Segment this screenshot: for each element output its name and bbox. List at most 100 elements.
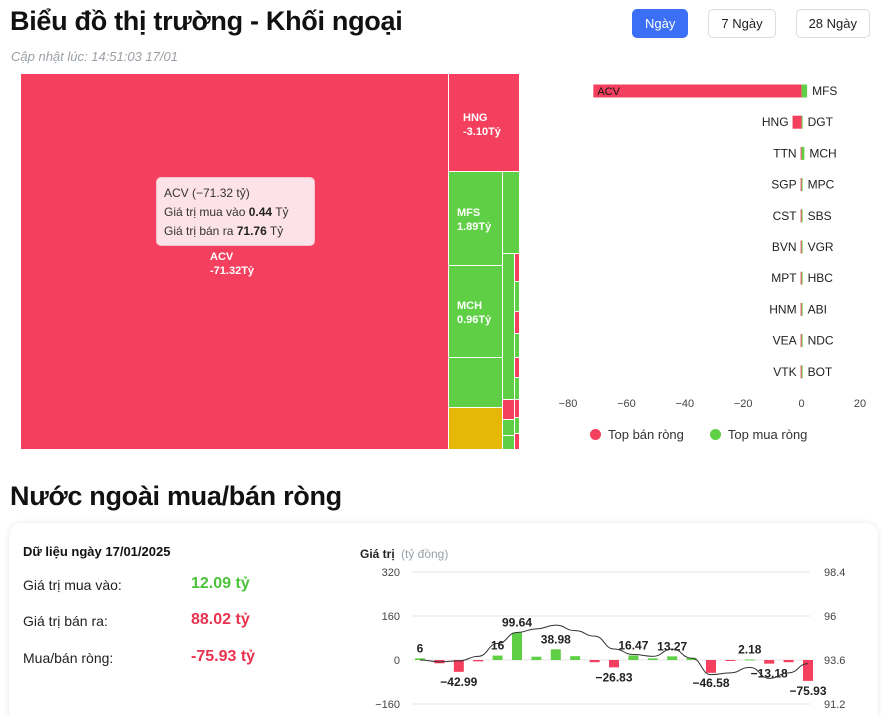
treemap-tile[interactable] [515,378,520,400]
legend-item-sell[interactable]: Top bán ròng [590,427,684,442]
sell-bar[interactable] [800,271,802,285]
flow-bar[interactable] [647,658,658,660]
tile-label-acv: ACV -71.32Tỷ [210,250,254,278]
x-tick-label: 20 [854,398,866,410]
flow-bar[interactable] [589,660,600,663]
flow-bar-label: −26.83 [595,670,632,684]
sell-bar[interactable] [800,240,802,254]
flow-bar[interactable] [473,660,484,662]
net-flow-card: Dữ liệu ngày 17/01/2025 Giá trị mua vào:… [9,523,878,716]
flow-bar-label: 2.18 [738,642,762,656]
flow-bar[interactable] [764,660,775,664]
treemap-tile[interactable] [515,418,520,434]
buy-bar[interactable] [801,84,808,98]
treemap-tile[interactable] [515,400,520,418]
sell-bar[interactable] [800,146,802,160]
tab-day[interactable]: Ngày [632,9,689,38]
buy-bar[interactable] [801,240,803,254]
tile-value: -3.10Tỷ [463,126,501,138]
y-left-tick-label: 160 [382,611,400,623]
treemap-tile-mfs[interactable] [449,172,503,266]
flow-bar-label: −13.18 [751,667,788,681]
flow-chart-title: Giá trị [360,547,395,561]
treemap-tile[interactable] [503,172,520,254]
sell-bar[interactable] [800,334,802,348]
sell-label: Giá trị bán ra: [23,613,108,629]
y-right-tick-label: 91.2 [824,699,845,711]
flow-bar[interactable] [686,657,697,660]
tooltip-sell: Giá trị bán ra 71.76 Tỷ [164,222,307,241]
flow-bar[interactable] [570,656,581,660]
buy-bar[interactable] [801,334,803,348]
buy-bar[interactable] [801,302,803,316]
treemap-tile-acv[interactable] [21,74,449,450]
sell-bar-ticker: HNM [769,302,796,316]
flow-bar[interactable] [744,659,755,661]
sell-bar[interactable] [800,209,802,223]
y-right-tick-label: 98.4 [824,567,845,579]
flow-bar[interactable] [667,656,678,660]
sell-bar[interactable] [800,365,802,379]
flow-bar[interactable] [453,660,464,672]
flow-bar[interactable] [609,660,619,668]
buy-bar[interactable] [801,115,803,129]
buy-bar-ticker: MPC [808,178,835,192]
treemap-tile[interactable] [503,400,515,420]
tooltip-sell-label: Giá trị bán ra [164,224,234,238]
treemap-tile[interactable] [515,312,520,334]
flow-bar[interactable] [415,658,425,660]
treemap-tile-hng[interactable] [449,74,520,172]
y-right-tick-label: 96 [824,611,836,623]
treemap-tile[interactable] [503,254,515,400]
treemap-tile[interactable] [515,282,520,312]
buy-bar[interactable] [801,146,805,160]
x-tick-label: −80 [559,398,578,410]
flow-bar[interactable] [550,649,561,660]
treemap-tile[interactable] [515,434,520,450]
sell-bar[interactable] [792,115,802,129]
legend-buy-label: Top mua ròng [727,427,808,442]
sell-bar[interactable] [800,178,802,192]
buy-bar-ticker: NDC [808,334,834,348]
treemap-tile[interactable] [515,254,520,282]
summary-date: Dữ liệu ngày 17/01/2025 [23,544,171,559]
buy-bar[interactable] [801,271,803,285]
x-tick-label: −60 [617,398,636,410]
tab-7-days[interactable]: 7 Ngày [708,9,776,38]
treemap-tile[interactable] [449,408,503,450]
sell-bar[interactable] [800,302,802,316]
flow-bar[interactable] [531,656,542,660]
treemap-tile[interactable] [449,358,503,408]
buy-label: Giá trị mua vào: [23,577,122,593]
legend-item-buy[interactable]: Top mua ròng [709,427,808,442]
flow-bar[interactable] [628,655,639,660]
sell-bar[interactable] [593,84,802,98]
treemap-tile[interactable] [503,420,515,436]
flow-bar[interactable] [492,655,503,660]
flow-bar[interactable] [725,660,736,661]
flow-bar-label: 6 [417,641,424,655]
flow-bar[interactable] [512,632,522,660]
tile-ticker: ACV [210,251,234,263]
flow-bar[interactable] [706,660,716,673]
buy-bar[interactable] [801,178,803,192]
flow-bar[interactable] [783,660,794,663]
net-value: -75.93 tỷ [191,648,256,665]
buy-bar-ticker: SBS [808,209,832,223]
flow-bar-label: −46.58 [692,676,729,690]
net-label: Mua/bán ròng: [23,650,114,666]
sell-bar-ticker: SGP [771,178,796,192]
treemap-tile[interactable] [515,358,520,378]
flow-bar-label: −75.93 [789,684,826,698]
sell-bar-ticker: TTN [773,146,796,160]
flow-bar[interactable] [803,660,813,681]
top-net-bar-chart: ACV MFS HNG DGT TTN MCH SGP MPC CST SBS BVN VGR MPT H… [559,84,866,410]
treemap-tile[interactable] [515,334,520,358]
treemap-tile[interactable] [503,436,515,450]
buy-bar[interactable] [801,209,803,223]
buy-bar[interactable] [801,365,803,379]
updated-label: Cập nhật lúc: [11,49,88,64]
updated-time: Cập nhật lúc: 14:51:03 17/01 [11,49,178,64]
treemap-tile-mch[interactable] [449,266,503,358]
tab-28-days[interactable]: 28 Ngày [795,9,870,38]
